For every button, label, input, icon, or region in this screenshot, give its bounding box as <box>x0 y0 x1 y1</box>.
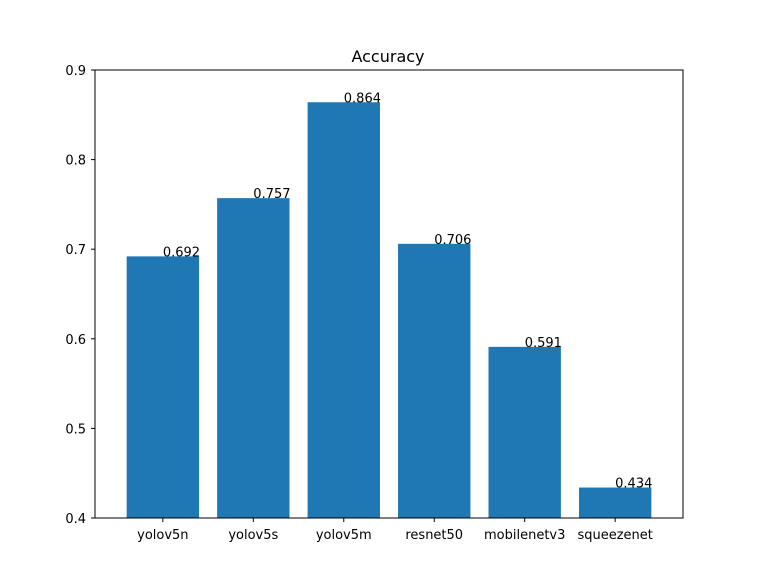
data-label-yolov5n: 0.692 <box>163 245 200 260</box>
x-tick-label-yolov5s: yolov5s <box>228 528 278 543</box>
bar-resnet50 <box>398 243 471 518</box>
y-tick-label-0.6: 0.6 <box>65 333 86 348</box>
bar-mobilenetv3 <box>488 346 561 518</box>
data-label-yolov5s: 0.757 <box>253 187 290 202</box>
y-tick-label-0.8: 0.8 <box>65 154 86 169</box>
x-tick-label-yolov5m: yolov5m <box>316 528 372 543</box>
y-tick-label-0.5: 0.5 <box>65 422 86 437</box>
x-axis: yolov5n yolov5s yolov5m resnet50 mobilenetv3… <box>137 518 653 543</box>
x-tick-label-mobilenetv3: mobilenetv3 <box>484 528 565 543</box>
y-tick-label-0.7: 0.7 <box>65 243 86 258</box>
data-label-mobilenetv3: 0.591 <box>525 336 562 351</box>
data-label-squeezenet: 0.434 <box>615 477 652 492</box>
chart-title: Accuracy <box>351 47 424 66</box>
x-tick-label-resnet50: resnet50 <box>405 528 463 543</box>
bar-yolov5n <box>126 256 200 518</box>
bar-squeezenet <box>578 487 652 518</box>
x-tick-label-yolov5n: yolov5n <box>137 528 188 543</box>
bar-yolov5m <box>307 102 380 519</box>
bar-yolov5s <box>217 198 290 519</box>
y-axis: 0.4 0.5 0.6 0.7 0.8 0.9 <box>65 64 95 527</box>
x-tick-label-squeezenet: squeezenet <box>577 528 652 543</box>
y-tick-label-0.9: 0.9 <box>65 64 86 79</box>
plot-frame <box>94 69 684 519</box>
bars-layer <box>126 102 652 519</box>
data-label-resnet50: 0.706 <box>434 233 471 248</box>
y-tick-label-0.4: 0.4 <box>65 512 86 527</box>
data-label-yolov5m: 0.864 <box>344 91 381 106</box>
data-labels-layer: 0.692 0.757 0.864 0.706 0.591 0.434 <box>163 91 653 491</box>
